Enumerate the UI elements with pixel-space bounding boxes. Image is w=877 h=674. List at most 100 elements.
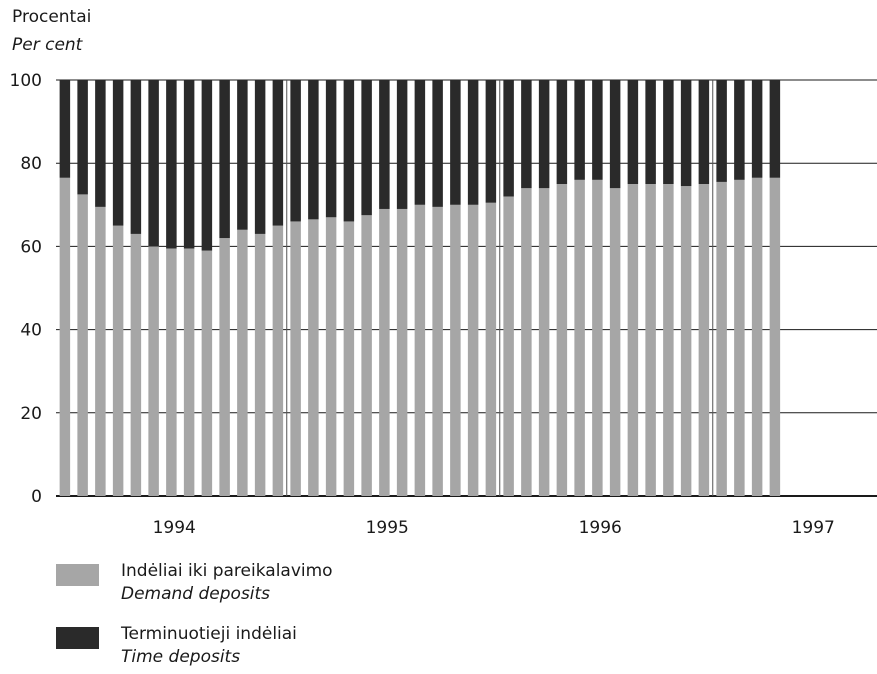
bar-time-40: [769, 80, 781, 178]
bar-time-35: [680, 80, 692, 187]
bar-demand-16: [343, 221, 355, 496]
bar-time-12: [272, 80, 284, 226]
bar-demand-7: [183, 248, 195, 496]
y-tick-40: 40: [20, 321, 42, 341]
bar-demand-22: [450, 204, 461, 497]
bar-demand-21: [432, 206, 443, 496]
bar-time-8: [201, 80, 213, 251]
bar-demand-1: [77, 194, 88, 496]
bar-demand-38: [734, 179, 745, 496]
bar-time-33: [645, 80, 656, 184]
bar-time-21: [432, 80, 443, 207]
x-year-labels: 1994 1995 1996 1997: [153, 518, 835, 538]
bar-demand-8: [201, 250, 213, 496]
bar-demand-2: [95, 206, 106, 496]
y-axis-title-en: Per cent: [12, 35, 83, 55]
legend-item-demand: Indėliai iki pareikalavimo Demand deposi…: [56, 560, 333, 606]
x-year-label-1996: 1996: [579, 518, 622, 538]
bar-time-36: [698, 80, 710, 184]
bar-time-34: [663, 80, 674, 184]
bar-demand-40: [769, 177, 781, 496]
bar-demand-30: [592, 179, 603, 496]
bar-time-4: [130, 80, 142, 234]
bar-demand-28: [556, 184, 568, 496]
bar-demand-9: [219, 238, 230, 496]
bar-time-19: [396, 80, 408, 209]
legend-label-demand-en: Demand deposits: [121, 584, 271, 604]
bar-demand-19: [396, 208, 408, 496]
bar-time-26: [521, 80, 532, 189]
bar-time-2: [95, 80, 106, 207]
bar-time-1: [77, 80, 88, 195]
bar-time-9: [219, 80, 230, 239]
bar-demand-34: [663, 184, 674, 496]
bar-demand-10: [237, 229, 248, 496]
legend-label-time-lt: Terminuotieji indėliai: [121, 624, 297, 644]
bar-time-18: [379, 80, 390, 209]
bar-time-27: [538, 80, 550, 189]
bar-time-39: [751, 80, 763, 178]
bar-time-11: [254, 80, 266, 234]
legend-label-time-en: Time deposits: [121, 647, 241, 667]
bar-time-5: [148, 80, 159, 247]
y-tick-80: 80: [20, 154, 42, 174]
bar-demand-33: [645, 184, 656, 496]
stacked-bar-chart: 0 20 40 60 80 100 1994 1995 1996 1997: [10, 71, 877, 538]
bar-time-13: [290, 80, 301, 222]
bar-time-14: [308, 80, 319, 220]
legend-swatch-demand: [56, 564, 99, 586]
bar-demand-4: [130, 233, 142, 497]
y-tick-20: 20: [20, 404, 42, 424]
bar-demand-37: [716, 181, 727, 497]
bar-time-28: [556, 80, 568, 184]
bar-demand-11: [254, 233, 266, 497]
bar-demand-5: [148, 246, 159, 496]
bar-demand-13: [290, 221, 301, 496]
bar-time-37: [716, 80, 727, 182]
bar-time-3: [112, 80, 124, 226]
y-axis-title-lt: Procentai: [12, 7, 92, 27]
bar-time-38: [734, 80, 745, 180]
x-year-label-1994: 1994: [153, 518, 196, 538]
bar-time-20: [414, 80, 426, 205]
bars: [59, 80, 781, 497]
bar-time-6: [166, 80, 177, 249]
bar-demand-39: [751, 177, 763, 496]
legend-swatch-time: [56, 627, 99, 649]
bar-time-23: [467, 80, 479, 205]
bar-demand-26: [521, 188, 532, 496]
bar-demand-23: [467, 204, 479, 497]
bar-time-22: [450, 80, 461, 205]
y-tick-60: 60: [20, 237, 42, 257]
legend-label-demand-lt: Indėliai iki pareikalavimo: [121, 561, 333, 581]
bar-time-7: [183, 80, 195, 249]
bar-time-29: [574, 80, 585, 180]
bar-time-30: [592, 80, 603, 180]
bar-time-24: [485, 80, 497, 203]
y-tick-100: 100: [10, 71, 42, 91]
bar-demand-12: [272, 225, 284, 496]
bar-time-31: [609, 80, 621, 189]
bar-time-16: [343, 80, 355, 222]
bar-demand-31: [609, 188, 621, 496]
bar-time-25: [503, 80, 514, 197]
bar-time-0: [59, 80, 71, 178]
bar-time-10: [237, 80, 248, 230]
bar-demand-20: [414, 204, 426, 497]
bar-demand-32: [627, 184, 639, 496]
bar-demand-14: [308, 219, 319, 497]
bar-demand-24: [485, 202, 497, 496]
y-tick-0: 0: [31, 487, 42, 507]
bar-demand-17: [361, 215, 372, 496]
y-tick-labels: 0 20 40 60 80 100: [10, 71, 42, 507]
bar-demand-27: [538, 188, 550, 496]
bar-demand-36: [698, 184, 710, 496]
bar-demand-35: [680, 186, 692, 496]
bar-demand-0: [59, 177, 71, 496]
x-year-label-1995: 1995: [366, 518, 409, 538]
bar-demand-25: [503, 196, 514, 497]
bar-demand-15: [325, 217, 337, 496]
bar-demand-18: [379, 208, 390, 496]
legend-item-time: Terminuotieji indėliai Time deposits: [56, 623, 297, 669]
bar-demand-3: [112, 225, 124, 496]
